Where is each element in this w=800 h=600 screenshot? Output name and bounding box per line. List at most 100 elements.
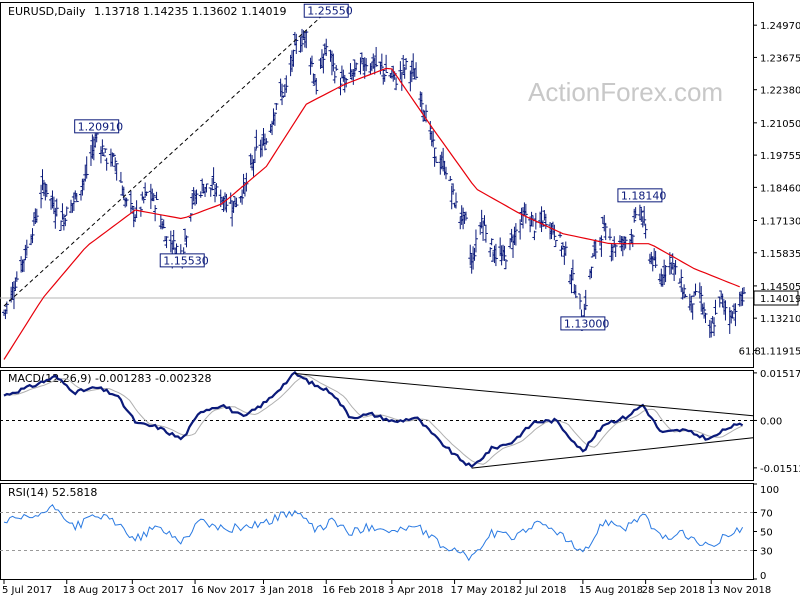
- ohlc-bar: [244, 172, 249, 192]
- price-y-tick-label: 1.23675: [760, 53, 800, 64]
- ohlc-bar: [448, 175, 453, 182]
- price-annotation-box: [74, 119, 120, 134]
- macd-y-axis: 0.015178 0.00 -0.015126: [753, 369, 800, 475]
- rsi-y-tick-label: 30: [760, 547, 773, 558]
- x-tick-label: 15 Aug 2018: [579, 585, 643, 596]
- price-y-tick-label: 1.22380: [760, 86, 800, 97]
- ohlc-bar: [204, 183, 209, 193]
- price-annotation-box: [303, 3, 349, 18]
- ohlc-bar: [414, 62, 419, 79]
- ohlc-bar: [151, 193, 156, 202]
- ohlc-bar: [637, 204, 642, 221]
- ohlc-bar: [463, 211, 468, 221]
- ohlc-bar: [483, 225, 488, 243]
- x-tick-label: 16 Nov 2017: [191, 585, 255, 596]
- rsi-line: [3, 504, 744, 562]
- price-annotations: 1.20910 1.15530 1.25550 1.13000 1.18140 61.8: [74, 3, 761, 358]
- ohlc-bar: [194, 189, 199, 205]
- price-y-tick-label: 1.21050: [760, 119, 800, 130]
- ohlc-bar: [144, 191, 149, 197]
- ohlc-bar: [44, 183, 49, 198]
- ohlc-bar: [690, 303, 695, 320]
- ohlc-bar: [309, 55, 314, 68]
- rsi-panel-frame: [0, 483, 754, 580]
- ohlc-bar: [453, 192, 458, 209]
- moving-average: [3, 67, 740, 360]
- watermark: ActionForex.com: [528, 77, 723, 107]
- price-y-tick-label: 1.19755: [760, 151, 800, 162]
- ohlc-bar: [321, 53, 326, 74]
- ohlc-bar: [683, 294, 688, 298]
- price-y-tick-label: 1.15835: [760, 249, 800, 260]
- ohlc-bar: [138, 206, 143, 217]
- ohlc-bar: [113, 157, 118, 172]
- ohlc-bar: [712, 317, 717, 337]
- ohlc-bar: [64, 206, 69, 216]
- current-price-label: 1.14019: [760, 294, 800, 305]
- ohlc-bar: [513, 223, 518, 246]
- ohlc-bar: [451, 183, 456, 195]
- ohlc-bar: [713, 299, 718, 315]
- price-annotation-box: [617, 188, 663, 203]
- ohlc-bar: [381, 69, 386, 85]
- ohlc-bar: [607, 228, 612, 241]
- ohlc-bar: [733, 303, 738, 327]
- ohlc-bar: [74, 193, 79, 203]
- price-annotation-text: 1.13000: [564, 317, 610, 330]
- ohlc-bar: [461, 207, 466, 230]
- price-y-tick-label: 1.14505: [760, 282, 800, 293]
- ohlc-bar: [63, 218, 68, 227]
- ohlc-bar: [663, 265, 668, 283]
- price-y-axis: 1.24970 1.23675 1.22380 1.21050 1.19755 1.184…: [753, 21, 800, 357]
- ohlc-bar: [214, 183, 219, 197]
- x-tick-label: 18 Aug 2017: [63, 585, 127, 596]
- ohlc-bar: [599, 235, 604, 257]
- ohlc-bar: [240, 189, 245, 205]
- ohlc-bar: [100, 139, 105, 155]
- symbol-label: EURUSD,Daily: [8, 5, 86, 18]
- ohlc-bar: [224, 193, 229, 213]
- ohlc-bar: [468, 244, 473, 266]
- ohlc-bar: [164, 236, 169, 249]
- ohlc-bar: [740, 287, 745, 306]
- ohlc-bar: [234, 197, 239, 207]
- x-tick-label: 13 Nov 2018: [707, 585, 771, 596]
- ohlc-bar: [101, 152, 106, 157]
- ohlc-bar: [703, 312, 708, 324]
- price-y-tick-label: 1.13210: [760, 314, 800, 325]
- ohlc-bar: [384, 54, 389, 74]
- macd-y-tick-label: -0.015126: [760, 464, 800, 475]
- ohlc-bar: [103, 148, 108, 153]
- price-panel-frame: [0, 2, 754, 368]
- price-annotation-text: 1.25550: [307, 5, 353, 18]
- ohlc-bar: [553, 239, 558, 248]
- x-tick-label: 3 Oct 2017: [128, 585, 183, 596]
- ohlc-bar: [473, 229, 478, 253]
- fib-level-label: 61.8: [739, 347, 761, 358]
- ohlc-bar: [284, 75, 289, 93]
- ohlc-bar: [412, 68, 417, 80]
- ohlc-bar: [34, 208, 39, 223]
- ohlc-bar: [394, 77, 399, 91]
- ohlc-bar: [573, 284, 578, 298]
- ohlc-bar: [111, 153, 116, 157]
- rsi-y-tick-label: 100: [760, 485, 779, 496]
- ohlc-bar: [623, 236, 628, 249]
- ohlc-bar: [334, 64, 339, 71]
- ohlc-bar: [232, 196, 237, 208]
- macd-trendline: [294, 372, 754, 417]
- x-tick-label: 28 Sep 2018: [642, 585, 705, 596]
- rsi-y-tick-label: 0: [760, 571, 766, 582]
- macd-lines: [0, 370, 754, 469]
- x-tick-label: 2 Jul 2018: [516, 585, 566, 596]
- ohlc-bar: [693, 283, 698, 296]
- x-tick-label: 17 May 2018: [451, 585, 516, 596]
- price-bars: [2, 28, 746, 338]
- ohlc-bar: [124, 197, 129, 207]
- ohlc-bar: [211, 167, 216, 185]
- ohlc-bar: [639, 208, 644, 222]
- ohlc-bar: [540, 220, 545, 227]
- ohlc-bar: [104, 157, 109, 171]
- x-tick-label: 3 Jan 2018: [259, 585, 313, 596]
